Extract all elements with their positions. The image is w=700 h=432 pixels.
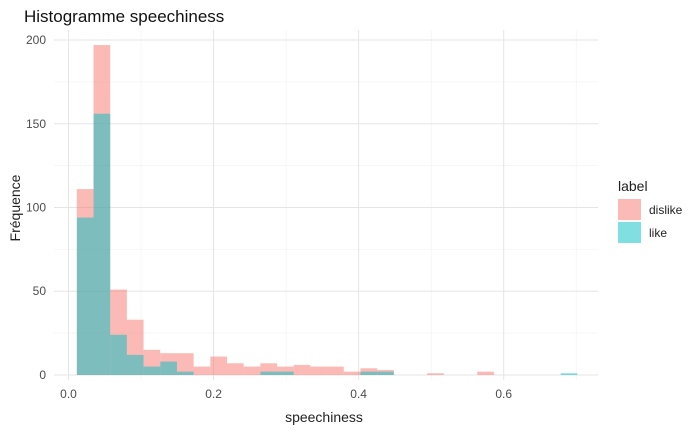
bar-like-6	[176, 371, 194, 375]
x-tick-label: 0.0	[60, 387, 77, 401]
chart-title: Histogramme speechiness	[24, 7, 224, 26]
bar-dislike-14	[310, 366, 328, 375]
y-tick-label: 150	[26, 117, 46, 131]
bar-like-4	[143, 366, 161, 375]
bar-dislike-11	[260, 363, 278, 375]
bar-dislike-16	[343, 371, 361, 375]
bar-like-11	[260, 371, 278, 375]
bar-like-3	[126, 354, 144, 375]
histogram-bars	[76, 45, 578, 375]
bar-dislike-8	[210, 356, 227, 375]
bar-dislike-7	[193, 366, 211, 375]
bar-like-18	[377, 371, 394, 375]
bar-dislike-24	[477, 371, 494, 375]
y-tick-label: 200	[26, 33, 46, 47]
y-axis-title: Fréquence	[7, 174, 23, 241]
y-tick-label: 50	[33, 284, 47, 298]
bar-dislike-6	[176, 353, 194, 375]
bar-dislike-10	[243, 366, 261, 375]
bar-like-5	[160, 361, 177, 375]
legend: label dislike like	[618, 178, 683, 243]
x-axis-title: speechiness	[285, 409, 363, 425]
legend-title: label	[618, 178, 648, 194]
bar-like-29	[560, 373, 578, 375]
bar-dislike-9	[226, 363, 244, 375]
bar-like-17	[360, 371, 378, 375]
bar-like-12	[277, 371, 294, 375]
y-axis-ticks: 0 50 100 150 200	[26, 33, 46, 382]
x-tick-label: 0.6	[495, 387, 512, 401]
bar-dislike-21	[427, 373, 444, 375]
legend-swatch-like	[618, 222, 641, 243]
legend-label-dislike: dislike	[649, 203, 683, 217]
bar-dislike-13	[293, 364, 311, 375]
y-tick-label: 0	[39, 368, 46, 382]
legend-label-like: like	[649, 226, 667, 240]
y-tick-label: 100	[26, 201, 46, 215]
x-tick-label: 0.2	[205, 387, 222, 401]
legend-swatch-dislike	[618, 199, 641, 220]
bar-like-1	[93, 113, 111, 375]
x-axis-ticks: 0.0 0.2 0.4 0.6	[60, 387, 512, 401]
bar-dislike-12	[277, 366, 294, 375]
bar-like-0	[76, 217, 94, 375]
bar-dislike-15	[327, 366, 344, 375]
x-tick-label: 0.4	[350, 387, 367, 401]
bar-like-2	[110, 334, 127, 375]
